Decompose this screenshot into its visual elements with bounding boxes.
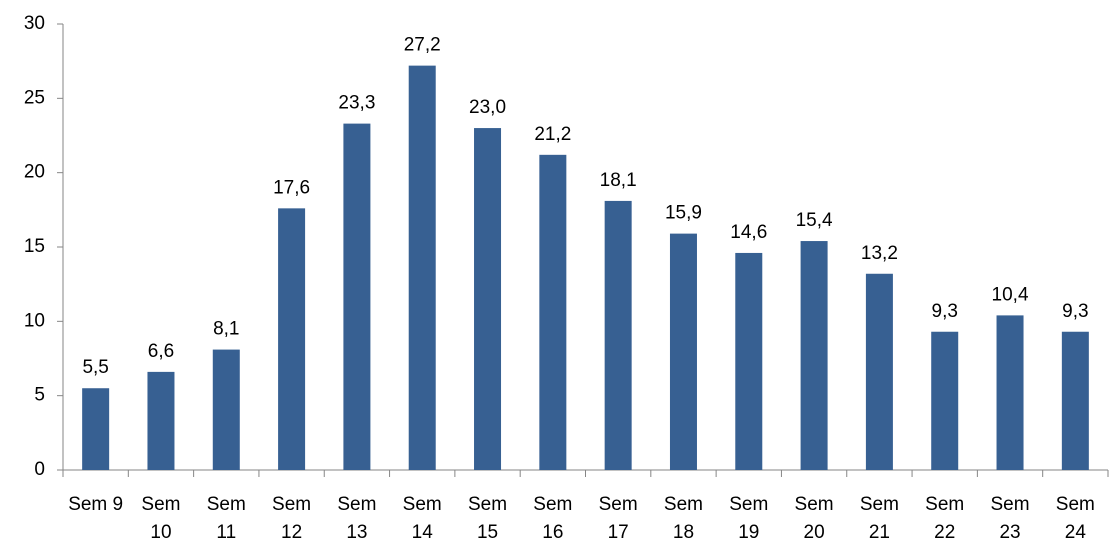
x-tick-label: Sem 18 [663,494,703,543]
x-tick-label: Sem 24 [1055,494,1095,543]
value-label: 5,5 [82,357,108,378]
value-label: 9,3 [932,301,958,322]
bar [800,241,828,470]
value-label: 8,1 [213,319,239,340]
x-tick-label: Sem 22 [925,494,965,543]
bar [996,315,1024,470]
x-tick-label: Sem 15 [467,494,508,543]
bar [1061,331,1089,470]
y-tick-label: 25 [24,87,45,108]
value-label: 9,3 [1062,301,1088,322]
y-tick-label: 20 [24,162,45,183]
x-tick-label: Sem 11 [206,494,246,543]
value-label: 14,6 [730,222,767,243]
y-tick-label: 0 [34,459,45,480]
value-label: 15,4 [796,210,833,231]
bar [278,208,306,470]
x-tick-label: Sem 16 [533,494,573,543]
x-tick-label: Sem 17 [598,494,638,543]
y-tick-label: 10 [24,310,45,331]
value-label: 10,4 [992,284,1029,305]
bar [147,371,175,470]
bar [408,65,436,471]
value-label: 18,1 [600,170,637,191]
x-tick-label: Sem 12 [272,494,312,543]
bar [604,200,632,470]
value-label: 27,2 [404,35,441,56]
value-label: 15,9 [665,203,702,224]
x-tick-label: Sem 14 [402,494,442,543]
value-label: 17,6 [273,177,310,198]
x-tick-label: Sem 23 [990,494,1030,543]
bar [735,252,763,470]
y-tick-label: 15 [24,236,45,257]
bar [343,123,371,471]
x-tick-label: Sem 19 [729,494,769,543]
value-label: 23,3 [338,93,375,114]
bar [539,154,567,470]
bar [82,388,110,470]
x-tick-label: Sem 21 [859,494,899,543]
x-tick-label: Sem 9 [68,494,124,515]
value-label: 6,6 [148,341,174,362]
x-tick-label: Sem 10 [141,494,181,543]
bar [212,349,240,470]
y-tick-label: 30 [24,13,45,34]
x-tick-label: Sem 20 [794,494,834,543]
bar [865,273,893,470]
bar [931,331,959,470]
value-label: 23,0 [469,97,506,118]
x-tick-label: Sem 13 [337,494,377,543]
y-tick-label: 5 [34,385,45,406]
value-label: 21,2 [534,124,571,145]
bar [669,233,697,470]
bar [474,128,502,471]
value-label: 13,2 [861,243,898,264]
